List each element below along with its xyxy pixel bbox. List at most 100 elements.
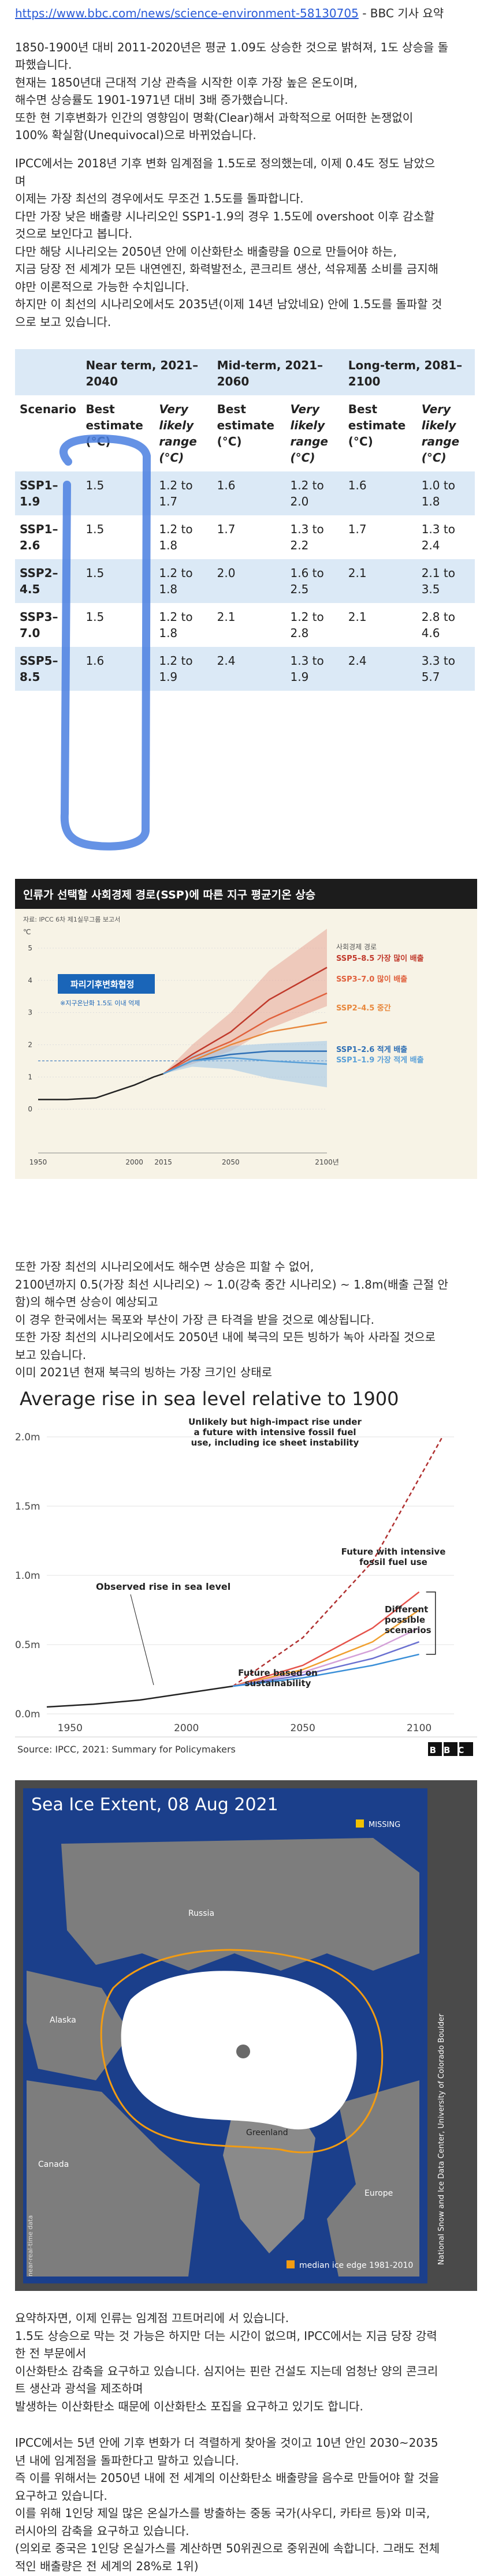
fig2-sustainability-annotation-box: Future based on sustainability	[238, 1668, 318, 1688]
fig2-ytick: 1.0m	[15, 1570, 40, 1582]
summary-line: 요약하자면, 이제 인류는 임계점 끄트머리에 서 있습니다.	[15, 2311, 289, 2325]
near-term-header: Near term, 2021–2040	[81, 349, 213, 395]
fig1-ylabel: ℃	[23, 928, 31, 936]
paris-agreement-label: 파리기후변화협정	[70, 979, 134, 990]
bbc-logo-block	[459, 1742, 473, 1756]
fig1-legend-label: SSP1–1.9 가장 적게 배출	[336, 1055, 424, 1065]
mid-range-cell: 1.3 to 2.2	[290, 522, 324, 552]
fig1-uncertainty-band	[163, 928, 327, 1074]
fig1-series-line	[163, 993, 328, 1074]
ipcc-line: 다만 가장 낮은 배출량 시나리오인 SSP1-1.9의 경우 1.5도에 ov…	[15, 209, 435, 223]
fig1-xtick: 2000	[125, 1158, 143, 1166]
fig2-observed-line	[46, 1685, 233, 1708]
fig1-plot-area: 5 4 3 2 1 0 1950 2000 2015 2050 2100년 SSP5–8.5 가장 많…	[28, 928, 424, 1166]
fig1-series-line	[162, 967, 328, 1074]
intro-section: https://www.bbc.com/news/science-environ…	[15, 5, 477, 144]
fig1-uncertainty-band	[163, 1040, 327, 1088]
near-range-cell: 1.2 to 1.8	[159, 522, 193, 552]
long-range-cell: 3.3 to 5.7	[416, 647, 475, 691]
highlight-overlay	[59, 434, 151, 851]
scenario-cell: SSP5–8.5	[15, 647, 81, 691]
label-alaska: Alaska	[50, 2016, 76, 2025]
fig1-legend-label: SSP5–8.5 가장 많이 배출	[336, 954, 424, 963]
fig2-xtick: 2100	[407, 1723, 432, 1734]
near-best-cell: 1.5	[85, 610, 105, 624]
long-best-cell: 1.6	[343, 471, 417, 515]
table-row: SSP3–7.0 1.5 1.2 to 1.8 2.1 1.2 to 2.8 2…	[15, 603, 475, 647]
fig2-scenarios-annotation: Different possible scenarios	[385, 1604, 432, 1635]
mid-best-cell: 2.0	[212, 559, 286, 603]
scenario-cell: SSP3–7.0	[20, 610, 58, 640]
mid-range-cell: 1.2 to 2.0	[285, 471, 344, 515]
fig1-subtitle: 자료: IPCC 6차 제1실무그룹 보고서	[23, 916, 120, 923]
fig2-ytick: 2.0m	[15, 1432, 40, 1443]
temperature-projection-figure: 인류가 선택할 사회경제 경로(SSP)에 따른 지구 평균기온 상승 자료: …	[15, 879, 477, 1179]
fig1-xtick: 1950	[29, 1158, 47, 1166]
near-range-cell: 1.2 to 1.8	[154, 559, 213, 603]
table-row: SSP1–2.6 1.5 1.2 to 1.8 1.7 1.3 to 2.2 1…	[15, 515, 475, 559]
long-best-cell: 2.1	[343, 559, 417, 603]
closing-section: IPCC에서는 5년 안에 기후 변화가 더 격렬하게 찾아올 것이고 10년 …	[15, 2434, 477, 2575]
ipcc-line: 이제는 가장 최선의 경우에서도 무조건 1.5도를 돌파합니다.	[15, 192, 304, 205]
fig1-xtick: 2015	[154, 1158, 172, 1166]
fig2-ytick: 0.5m	[15, 1639, 40, 1651]
near-real-time-label: near-real-time data	[27, 2215, 34, 2277]
land-europe	[327, 2080, 419, 2277]
closing-line: 적인 배출량은 전 세계의 28%로 1위)	[15, 2559, 199, 2573]
near-range-cell: 1.2 to 1.8	[159, 610, 193, 640]
closing-line: 즉 이를 위해서는 2050년 내에 전 세계의 이산화탄소 배출량을 음수로 …	[15, 2471, 440, 2485]
table-row: SSP1–1.9 1.5 1.2 to 1.7 1.6 1.2 to 2.0 1…	[15, 471, 475, 515]
paris-agreement-note: ※지구온난화 1.5도 이내 억제	[60, 999, 140, 1007]
fig2-scenario-line	[233, 1641, 419, 1687]
mid-range-cell: 1.3 to 1.9	[285, 647, 344, 691]
near-best-cell: 1.5	[81, 471, 155, 515]
median-swatch	[287, 2260, 295, 2268]
fig2-scenario-line	[233, 1653, 419, 1687]
summary-line: 1.5도 상승으로 막는 것 가능은 하지만 더는 시간이 없으며, IPCC에…	[15, 2328, 437, 2343]
fig2-sustainability-annotation: Future based on sustainability	[238, 1668, 318, 1688]
bbc-logo: BBC	[428, 1742, 473, 1756]
fig1-ytick: 1	[28, 1073, 32, 1081]
fig2-observed-annotation: Observed rise in sea level	[96, 1581, 230, 1592]
missing-swatch	[356, 1819, 364, 1828]
long-range-cell: 1.0 to 1.8	[416, 471, 475, 515]
temperature-chart: 인류가 선택할 사회경제 경로(SSP)에 따른 지구 평균기온 상승 자료: …	[15, 879, 477, 1166]
missing-label: MISSING	[369, 1821, 400, 1829]
fig2-xtick: 2000	[174, 1723, 199, 1734]
summary-section: 요약하자면, 이제 인류는 임계점 끄트머리에 서 있습니다. 1.5도 상승으…	[15, 2309, 477, 2415]
mid-best-cell: 2.4	[212, 647, 286, 691]
label-russia: Russia	[188, 1909, 214, 1918]
mid-best-cell: 1.7	[217, 522, 236, 536]
sea-line: 이미 2021년 현재 북극의 빙하는 가장 크기인 상태로	[15, 1365, 272, 1379]
fig1-xtick: 2100년	[315, 1158, 339, 1166]
pole-hole	[236, 2045, 250, 2058]
summary-line: 트 생산과 광석을 제조하며	[15, 2382, 143, 2395]
mid-term-header: Mid-term, 2021–2060	[212, 349, 344, 395]
fig2-ytick: 0.0m	[15, 1709, 40, 1720]
table-row: SSP2–4.5 1.5 1.2 to 1.8 2.0 1.6 to 2.5 2…	[15, 559, 475, 603]
mid-range-cell: 1.2 to 2.8	[290, 610, 324, 640]
sea-level-text-section: 또한 가장 최선의 시나리오에서도 해수면 상승은 피할 수 없어, 2100년…	[15, 1258, 477, 1381]
fig1-legend-label: SSP2–4.5 중간	[336, 1004, 391, 1013]
scenario-header: Scenario	[20, 402, 77, 416]
bbc-logo-text: BBC	[430, 1745, 472, 1755]
sea-line: 2100년까지 0.5(가장 최선 시나리오) ~ 1.0(강축 중간 시나리오…	[15, 1277, 448, 1291]
bbc-logo-block	[428, 1742, 442, 1756]
ipcc-line: 으로 보고 있습니다.	[15, 314, 111, 329]
intro-line: 1850-1900년 대비 2011-2020년은 평균 1.09도 상승한 것…	[15, 40, 449, 54]
fig2-scenarios-annotation-box: Different possible scenarios	[385, 1604, 432, 1635]
ipcc-line: 며	[15, 174, 26, 188]
sea-level-figure: Average rise in sea level relative to 19…	[15, 1382, 477, 1760]
paris-agreement-box	[58, 974, 155, 994]
hand-drawn-highlight	[59, 434, 151, 851]
intro-line: 현재는 1850년대 근대적 기상 관측을 시작한 이후 가장 높은 온도이며,	[15, 75, 358, 89]
ssp-warming-table: Near term, 2021–2040 Mid-term, 2021–2060…	[15, 349, 475, 691]
fig1-title-bar	[15, 879, 477, 909]
fig2-intensive-annotation-box: Future with intensive fossil fuel use	[341, 1547, 446, 1567]
ipcc-line: 지금 당장 전 세계가 모든 내연엔진, 화력발전소, 콘크리트 생산, 석유제…	[15, 262, 439, 276]
sea-line: 이 경우 한국에서는 목포와 부산이 가장 큰 타격을 받을 것으로 예상됩니다…	[15, 1312, 374, 1327]
fig2-annotation-pointer	[130, 1594, 154, 1686]
bbc-logo-block	[444, 1742, 457, 1756]
fig2-title: Average rise in sea level relative to 19…	[20, 1388, 399, 1410]
bbc-article-link[interactable]: https://www.bbc.com/news/science-environ…	[15, 6, 359, 20]
